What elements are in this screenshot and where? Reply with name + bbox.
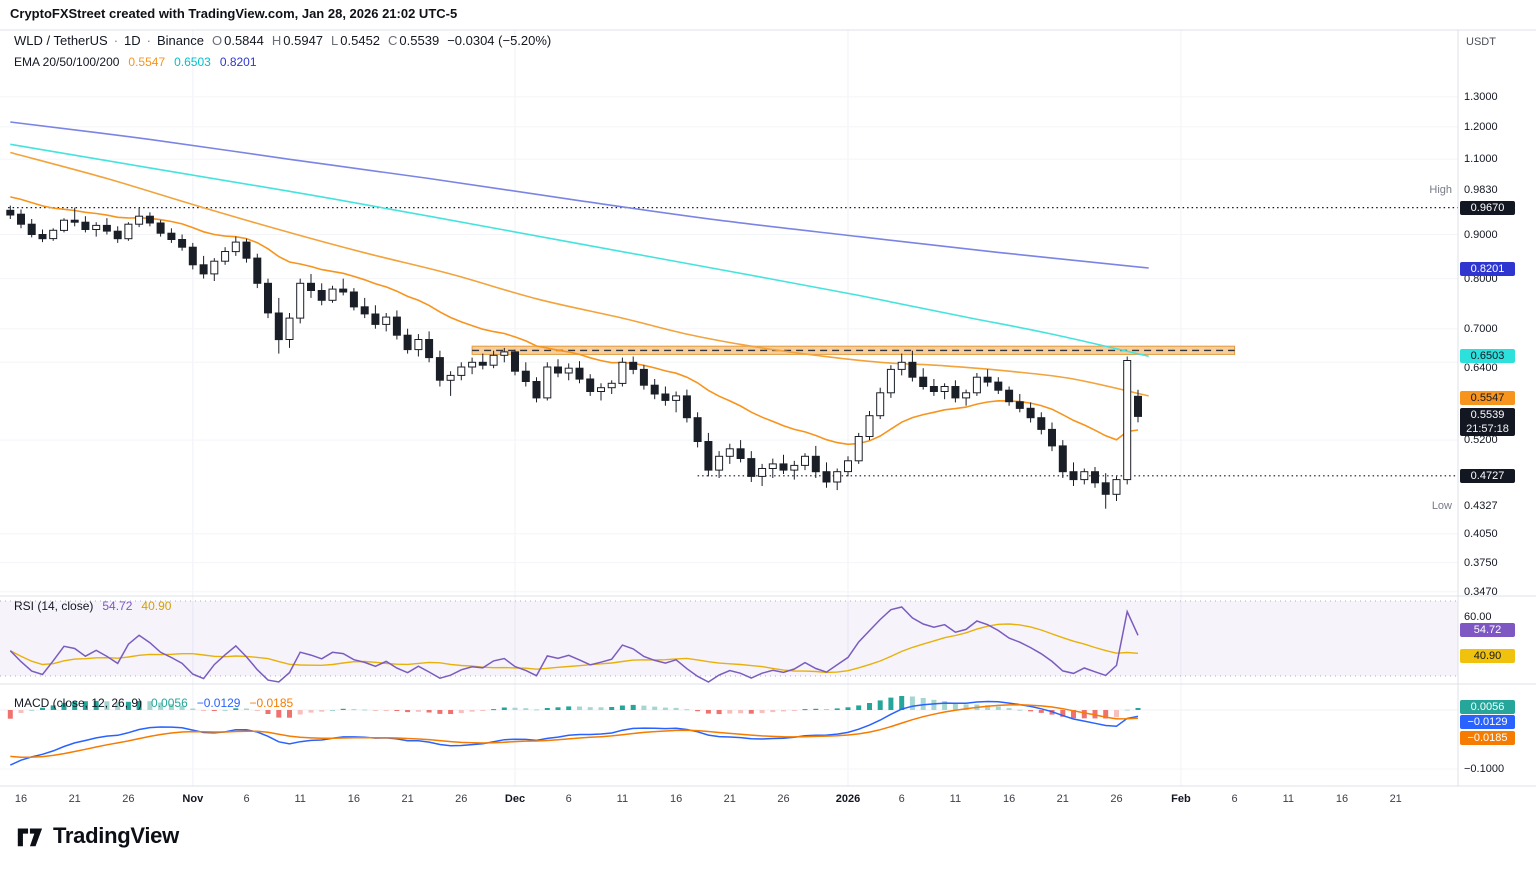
exchange-label[interactable]: Binance — [157, 33, 204, 48]
legend-separator: · — [113, 33, 119, 48]
rsi-values: 54.72 40.90 — [93, 599, 171, 613]
ema-value: 0.6503 — [174, 55, 211, 69]
ema-legend-label[interactable]: EMA 20/50/100/200 — [14, 55, 120, 69]
macd-value: −0.0185 — [249, 696, 294, 710]
macd-legend-label[interactable]: MACD (close, 12, 26, 9) — [14, 696, 143, 710]
axis-currency-label: USDT — [1466, 36, 1496, 48]
ohlc-values: O 0.5844 H 0.5947 L 0.5452 C 0.5539 — [204, 33, 439, 48]
time-axis[interactable] — [0, 786, 1536, 812]
ema-value: 0.5547 — [128, 55, 166, 69]
tradingview-logo[interactable]: TradingView — [14, 822, 179, 850]
ohlc-label: H — [271, 33, 282, 48]
ohlc-label: O — [211, 33, 223, 48]
ohlc-value: 0.5539 — [399, 33, 440, 48]
rsi-value: 54.72 — [102, 599, 133, 613]
ema-values: 0.5547 0.6503 0.8201 — [119, 55, 256, 69]
ohlc-label: C — [388, 33, 398, 48]
rsi-value: 40.90 — [141, 599, 172, 613]
ohlc-value: 0.5947 — [283, 33, 324, 48]
rsi-legend-label[interactable]: RSI (14, close) — [14, 599, 94, 613]
ohlc-value: 0.5452 — [340, 33, 381, 48]
ohlc-label: L — [331, 33, 339, 48]
ohlc-value: 0.5844 — [224, 33, 264, 48]
rsi-legend[interactable]: RSI (14, close) 54.72 40.90 — [14, 599, 171, 613]
attribution-text: CryptoFXStreet created with TradingView.… — [10, 6, 458, 21]
change-value: −0.0304 (−5.20%) — [447, 33, 552, 48]
symbol-legend[interactable]: WLD / TetherUS · 1D · Binance O 0.5844 H 0.… — [14, 33, 551, 48]
ema-value: 0.8201 — [219, 55, 257, 69]
tradingview-logo-icon — [17, 828, 43, 847]
legend-separator: · — [146, 33, 151, 48]
price-axis[interactable] — [1458, 30, 1536, 786]
ema-legend[interactable]: EMA 20/50/100/200 0.5547 0.6503 0.8201 — [14, 55, 257, 69]
symbol-name[interactable]: WLD / TetherUS — [14, 33, 108, 48]
macd-value: 0.0056 — [151, 696, 188, 710]
interval-label[interactable]: 1D — [124, 33, 141, 48]
tradingview-logo-text: TradingView — [53, 823, 179, 848]
macd-legend[interactable]: MACD (close, 12, 26, 9) 0.0056 −0.0129 −0.… — [14, 696, 293, 710]
macd-values: 0.0056 −0.0129 −0.0185 — [142, 696, 293, 710]
macd-value: −0.0129 — [196, 696, 241, 710]
